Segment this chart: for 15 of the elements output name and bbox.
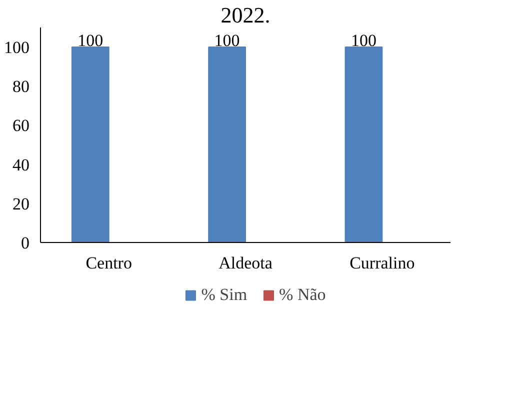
y-tick-label: 0 bbox=[21, 234, 30, 252]
y-tick-label: 60 bbox=[12, 116, 30, 136]
x-tick-label: Aldeota bbox=[218, 254, 273, 272]
y-tick-label: 40 bbox=[12, 155, 30, 174]
y-tick-label: 80 bbox=[12, 77, 30, 96]
x-tick-label: Centro bbox=[86, 254, 132, 272]
y-tick-label: 100 bbox=[4, 38, 30, 58]
legend-label: % Sim bbox=[201, 285, 248, 305]
y-tick-label: 20 bbox=[12, 194, 30, 214]
chart-title: 2022. bbox=[220, 2, 270, 28]
data-label: 100 bbox=[78, 31, 104, 50]
legend-label: % Não bbox=[279, 285, 326, 305]
data-label: 100 bbox=[350, 31, 376, 50]
x-tick-label: Curralino bbox=[350, 254, 415, 272]
data-label: 100 bbox=[214, 31, 240, 50]
